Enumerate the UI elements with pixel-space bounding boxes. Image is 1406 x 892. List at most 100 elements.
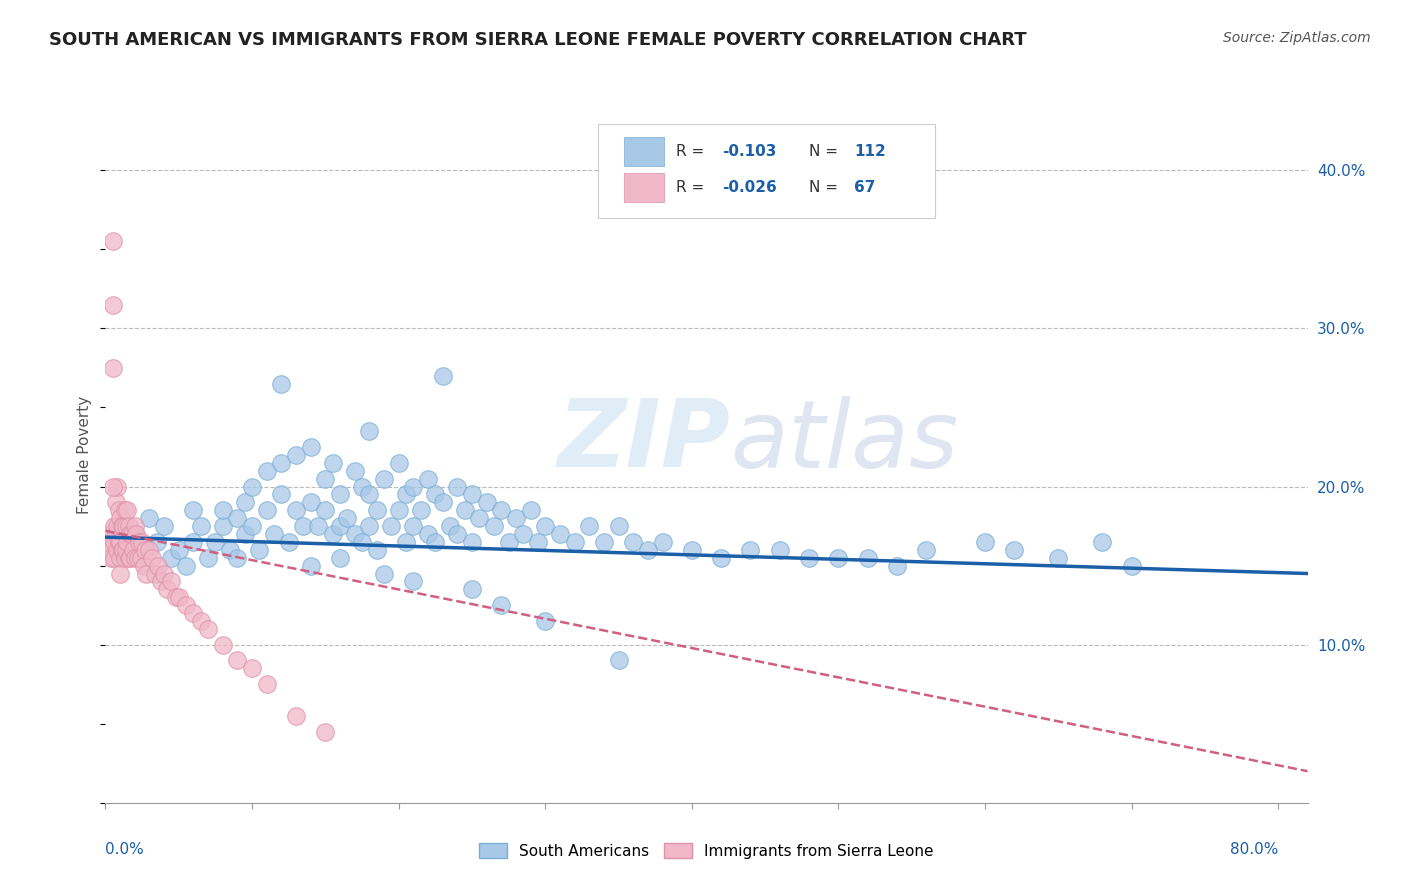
Text: -0.026: -0.026	[723, 180, 778, 195]
Point	[797, 550, 820, 565]
Point	[366, 503, 388, 517]
Point	[681, 542, 703, 557]
Point	[299, 440, 322, 454]
Point	[886, 558, 908, 573]
Point	[240, 479, 263, 493]
Point	[915, 542, 938, 557]
Point	[359, 487, 381, 501]
Point	[299, 558, 322, 573]
Point	[150, 574, 173, 589]
Point	[314, 472, 336, 486]
Point	[190, 519, 212, 533]
Point	[167, 542, 190, 557]
Point	[226, 653, 249, 667]
Point	[475, 495, 498, 509]
Point	[856, 550, 879, 565]
Point	[190, 614, 212, 628]
Point	[211, 519, 233, 533]
Point	[637, 542, 659, 557]
Point	[105, 542, 128, 557]
Point	[402, 574, 425, 589]
Point	[769, 542, 792, 557]
Point	[432, 368, 454, 383]
Point	[125, 527, 148, 541]
Text: N =: N =	[808, 145, 842, 159]
Point	[112, 519, 135, 533]
Point	[607, 653, 630, 667]
Point	[114, 550, 136, 565]
Point	[548, 527, 571, 541]
Point	[425, 487, 447, 501]
Point	[491, 503, 513, 517]
Point	[117, 534, 139, 549]
Point	[132, 558, 155, 573]
Point	[402, 479, 425, 493]
Point	[101, 360, 124, 375]
Point	[350, 534, 373, 549]
Point	[527, 534, 550, 549]
Point	[292, 519, 315, 533]
Point	[322, 527, 344, 541]
Point	[395, 534, 418, 549]
Point	[380, 519, 402, 533]
Point	[578, 519, 600, 533]
Point	[107, 534, 129, 549]
Point	[359, 424, 381, 438]
Point	[143, 566, 166, 581]
Point	[395, 487, 418, 501]
Point	[402, 519, 425, 533]
Legend: South Americans, Immigrants from Sierra Leone: South Americans, Immigrants from Sierra …	[474, 837, 939, 864]
Point	[101, 298, 124, 312]
Point	[285, 503, 308, 517]
Text: 0.0%: 0.0%	[105, 842, 145, 857]
Point	[183, 503, 205, 517]
Text: -0.103: -0.103	[723, 145, 776, 159]
Point	[226, 511, 249, 525]
Y-axis label: Female Poverty: Female Poverty	[77, 396, 93, 514]
Point	[138, 542, 160, 557]
Point	[118, 519, 141, 533]
Point	[124, 550, 146, 565]
Point	[108, 511, 131, 525]
Point	[285, 708, 308, 723]
Point	[270, 376, 292, 391]
Point	[651, 534, 673, 549]
Point	[167, 591, 190, 605]
FancyBboxPatch shape	[599, 124, 935, 219]
Point	[183, 534, 205, 549]
Point	[103, 519, 125, 533]
Point	[160, 574, 183, 589]
Point	[425, 534, 447, 549]
Point	[233, 527, 256, 541]
Point	[314, 724, 336, 739]
Point	[1002, 542, 1025, 557]
Point	[104, 527, 127, 541]
Point	[174, 558, 197, 573]
Point	[138, 511, 160, 525]
Text: Source: ZipAtlas.com: Source: ZipAtlas.com	[1223, 31, 1371, 45]
Point	[103, 550, 125, 565]
Point	[519, 503, 541, 517]
Point	[621, 534, 644, 549]
Point	[446, 479, 468, 493]
Text: SOUTH AMERICAN VS IMMIGRANTS FROM SIERRA LEONE FEMALE POVERTY CORRELATION CHART: SOUTH AMERICAN VS IMMIGRANTS FROM SIERRA…	[49, 31, 1026, 49]
Point	[100, 527, 122, 541]
Point	[329, 519, 352, 533]
Point	[256, 464, 278, 478]
Point	[432, 495, 454, 509]
Text: R =: R =	[676, 180, 710, 195]
Point	[270, 456, 292, 470]
Text: ZIP: ZIP	[558, 395, 731, 487]
Point	[247, 542, 270, 557]
Text: 67: 67	[855, 180, 876, 195]
Point	[534, 519, 557, 533]
Point	[461, 582, 484, 597]
Text: atlas: atlas	[731, 395, 959, 486]
Point	[204, 534, 226, 549]
Point	[416, 527, 439, 541]
Point	[468, 511, 491, 525]
Point	[134, 542, 156, 557]
Point	[461, 534, 484, 549]
Point	[373, 566, 395, 581]
Point	[148, 558, 170, 573]
